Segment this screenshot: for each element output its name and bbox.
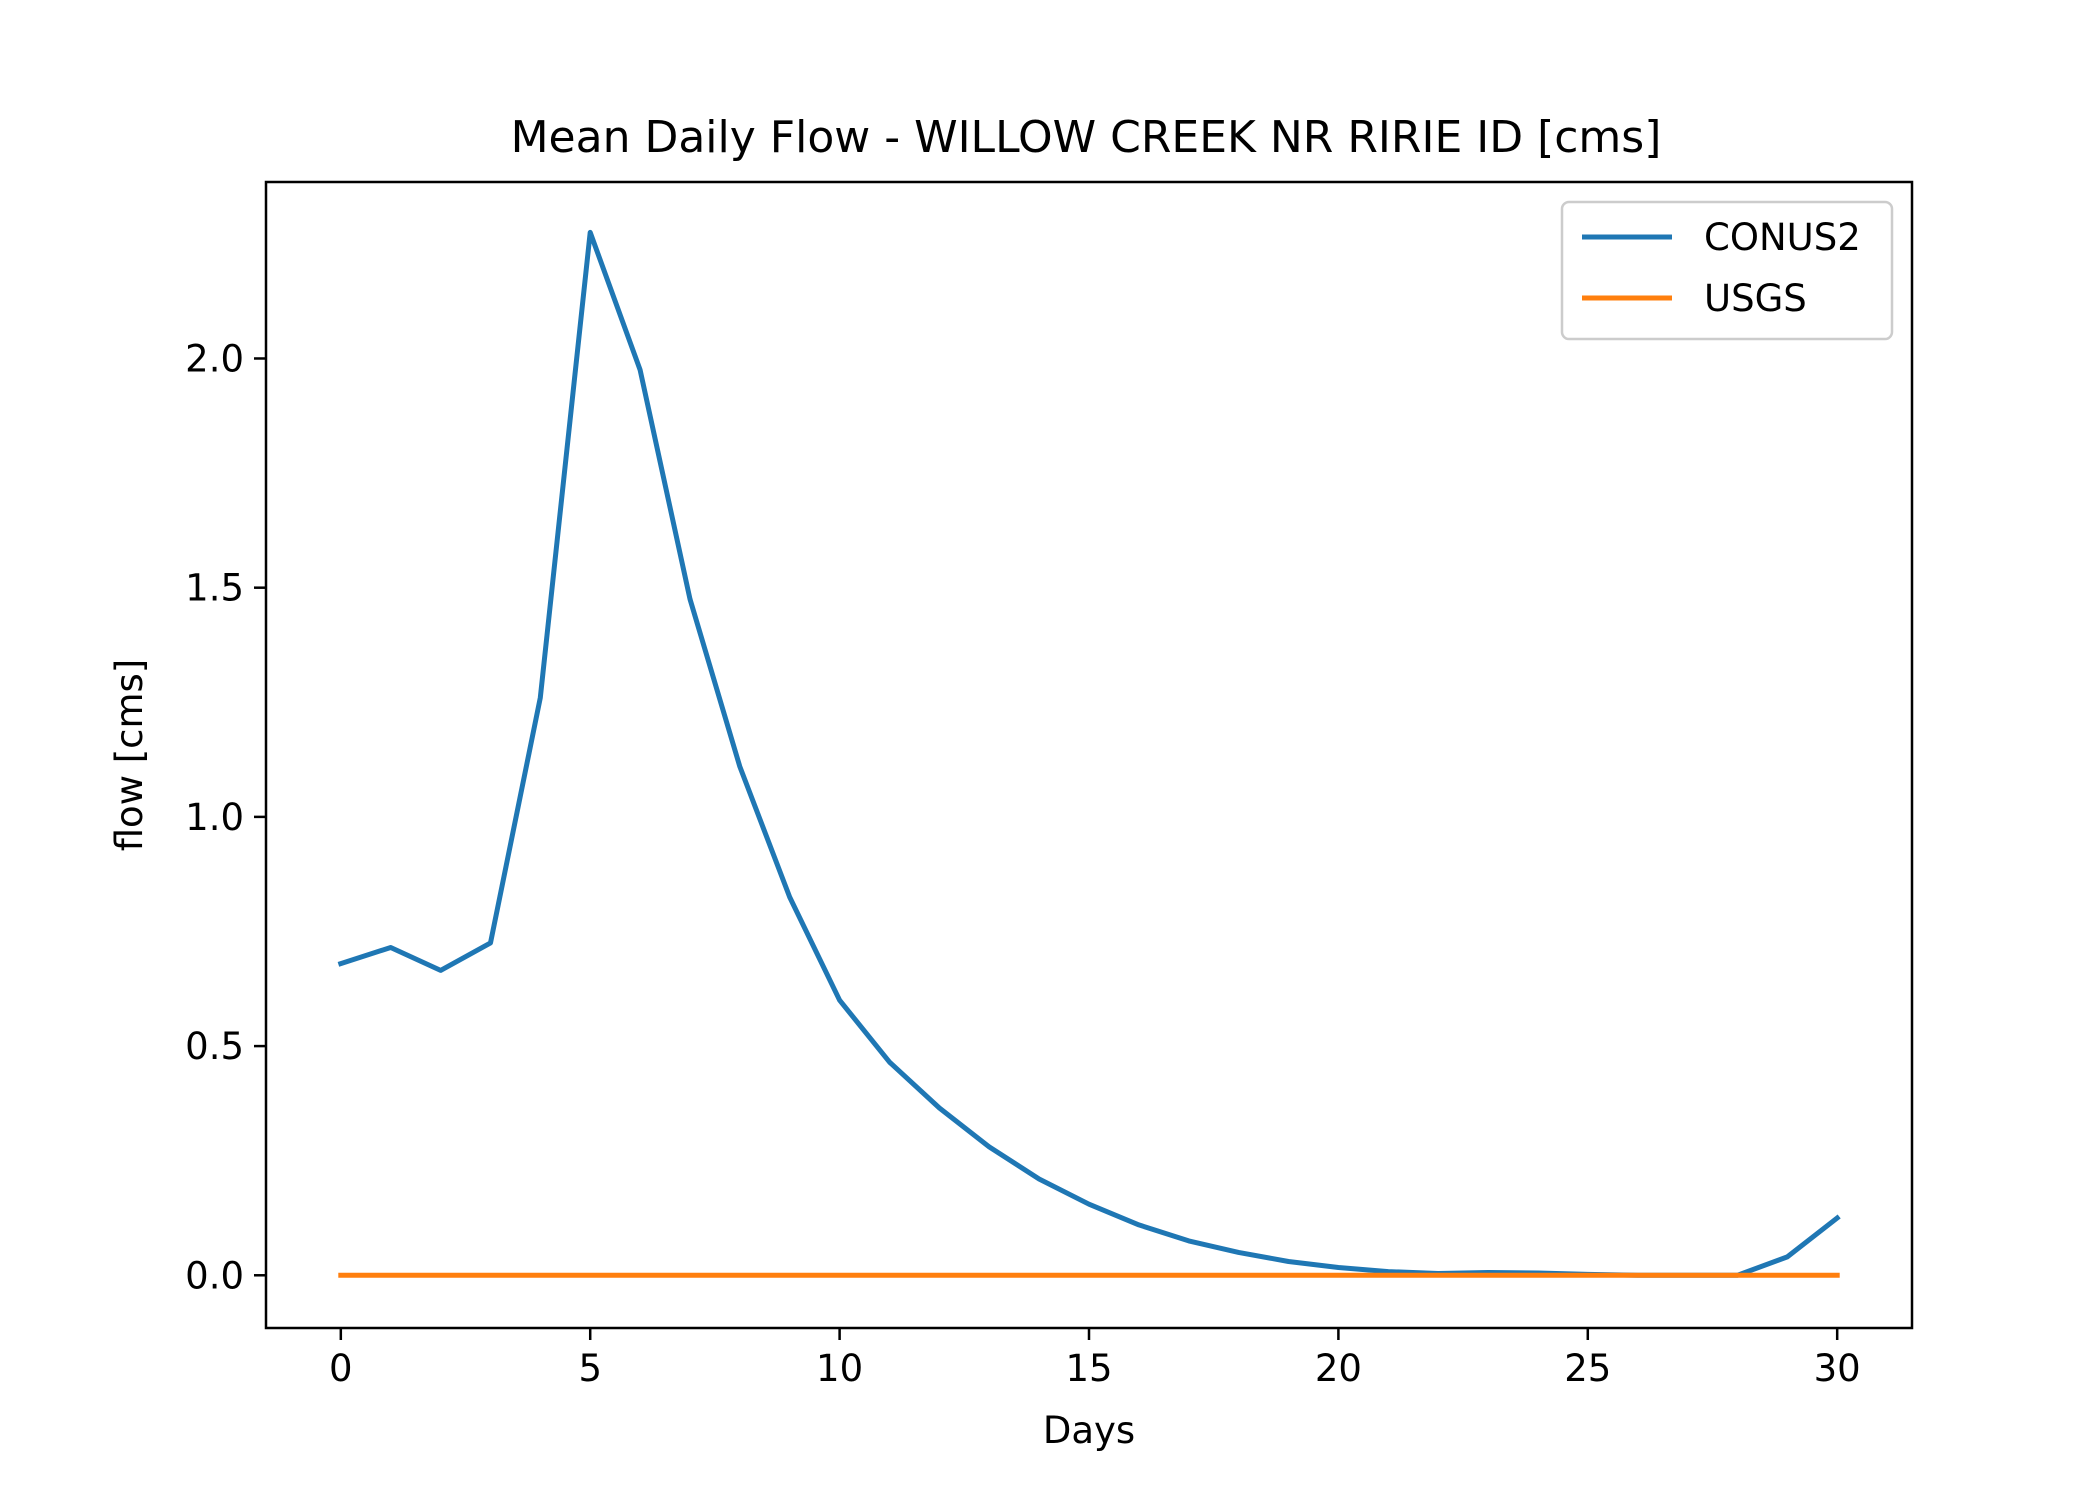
- x-tick-label: 0: [329, 1347, 353, 1390]
- x-tick-label: 20: [1315, 1347, 1362, 1390]
- y-axis: 0.0 0.5 1.0 1.5 2.0: [185, 337, 266, 1297]
- legend-label-conus2: CONUS2: [1704, 216, 1861, 259]
- series-line-conus2: [337, 229, 1841, 1278]
- x-axis-label: Days: [1043, 1409, 1135, 1452]
- y-tick-label: 2.0: [185, 337, 244, 380]
- y-axis-label: flow [cms]: [108, 659, 151, 852]
- x-axis: 0 5 10 15 20 25 30: [329, 1328, 1861, 1390]
- y-tick-label: 1.5: [185, 567, 244, 610]
- x-tick-label: 15: [1065, 1347, 1112, 1390]
- chart-title: Mean Daily Flow - WILLOW CREEK NR RIRIE …: [511, 112, 1662, 163]
- x-tick-label: 30: [1814, 1347, 1861, 1390]
- plot-frame: [264, 180, 1914, 1330]
- x-tick-label: 10: [816, 1347, 863, 1390]
- x-tick-label: 5: [578, 1347, 602, 1390]
- plot-series: [337, 229, 1841, 1278]
- legend: CONUS2 USGS: [1560, 200, 1894, 341]
- y-tick-label: 0.0: [185, 1254, 244, 1297]
- y-tick-label: 0.5: [185, 1025, 244, 1068]
- x-tick-label: 25: [1564, 1347, 1611, 1390]
- legend-label-usgs: USGS: [1704, 277, 1807, 320]
- y-tick-label: 1.0: [185, 796, 244, 839]
